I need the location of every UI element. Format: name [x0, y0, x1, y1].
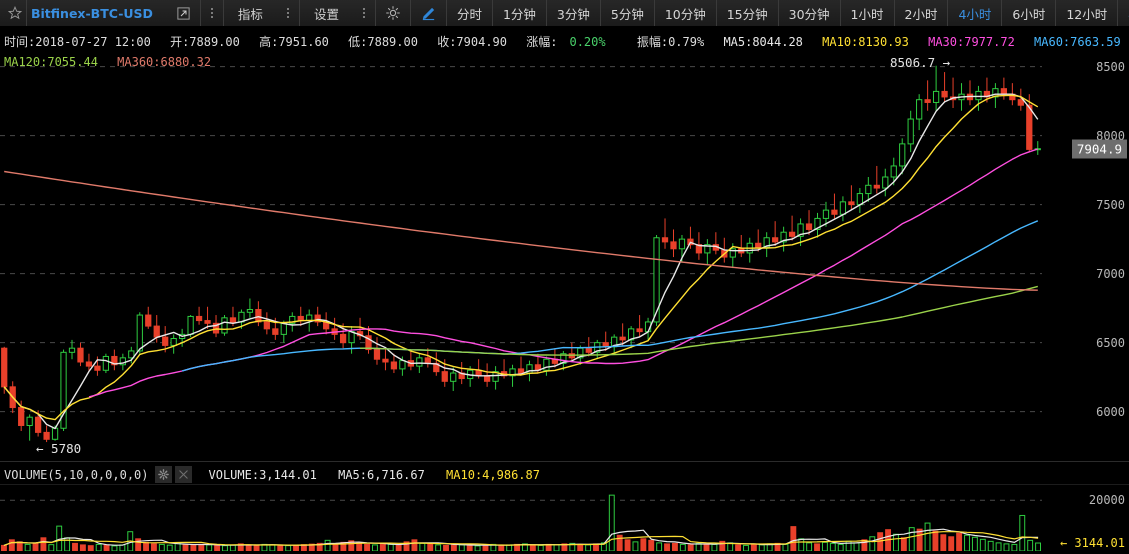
low-annotation: ← 5780 — [36, 441, 82, 456]
timeframe-8[interactable]: 2小时 — [895, 0, 949, 26]
brightness-button[interactable] — [376, 0, 411, 26]
toolbar: Bitfinex-BTC-USD 指标 设置 — [0, 0, 1129, 27]
price-tick-6500: 6500 — [1096, 335, 1125, 350]
expand-symbol-button[interactable] — [167, 0, 201, 26]
info-ma60: MA60:7663.59 — [1034, 35, 1121, 49]
timeframe-1[interactable]: 1分钟 — [493, 0, 547, 26]
info-ma120: MA120:7055.44 — [4, 55, 98, 69]
vertical-dots-icon — [362, 8, 366, 18]
volume-close-button[interactable] — [174, 466, 192, 483]
volume-value: VOLUME:3,144.01 — [208, 467, 317, 482]
volume-settings-button[interactable] — [154, 466, 172, 483]
info-ma10: MA10:8130.93 — [822, 35, 909, 49]
info-close: 收:7904.90 — [437, 35, 508, 49]
volume-chart[interactable] — [0, 485, 1042, 551]
volume-tick-20000: 20000 — [1088, 493, 1125, 508]
info-change-value: 0.20% — [569, 35, 606, 49]
volume-header: VOLUME(5,10,0,0,0,0) VOLUME:3,144.01 MA5… — [4, 466, 554, 483]
price-chart[interactable] — [0, 50, 1042, 460]
info-ma30: MA30:7977.72 — [928, 35, 1015, 49]
current-volume-tag: ← 3144.01 — [1059, 536, 1125, 550]
timeframe-5[interactable]: 15分钟 — [717, 0, 779, 26]
symbol-menu-button[interactable] — [201, 0, 224, 26]
timeframe-7[interactable]: 1小时 — [841, 0, 895, 26]
price-tick-8000: 8000 — [1096, 128, 1125, 143]
info-high: 高:7951.60 — [259, 35, 329, 49]
settings-button[interactable]: 设置 — [313, 6, 339, 22]
indicators-button[interactable]: 指标 — [237, 6, 263, 22]
info-change-label: 涨幅: — [526, 35, 558, 49]
price-tick-7000: 7000 — [1096, 266, 1125, 281]
timeframe-6[interactable]: 30分钟 — [779, 0, 841, 26]
pen-icon — [422, 7, 435, 20]
timeframe-dropdown[interactable]: 4小时 ▼ — [1118, 0, 1129, 26]
volume-ma5: MA5:6,716.67 — [338, 467, 425, 482]
timeframe-0[interactable]: 分时 — [447, 0, 493, 26]
external-link-icon — [177, 6, 190, 20]
price-tick-8500: 8500 — [1096, 59, 1125, 74]
volume-indicator-title: VOLUME(5,10,0,0,0,0) — [4, 467, 149, 482]
info-open: 开:7889.00 — [170, 35, 240, 49]
ohlc-info-row: 时间:2018-07-27 12:00 开:7889.00 高:7951.60 … — [4, 33, 1129, 50]
volume-divider — [0, 484, 1129, 485]
info-ma360: MA360:6880.32 — [117, 55, 212, 69]
favorite-star-button[interactable] — [0, 0, 27, 26]
vertical-dots-icon — [210, 8, 214, 18]
volume-axis: 20000 ← 3144.01 — [1042, 485, 1129, 551]
symbol-label[interactable]: Bitfinex-BTC-USD — [31, 5, 153, 21]
gear-icon — [157, 469, 169, 480]
price-tick-7500: 7500 — [1096, 197, 1125, 212]
info-low: 低:7889.00 — [348, 35, 418, 49]
timeframe-9[interactable]: 4小时 — [948, 0, 1003, 26]
timeframe-3[interactable]: 5分钟 — [601, 0, 655, 26]
timeframe-2[interactable]: 3分钟 — [547, 0, 601, 26]
timeframe-11[interactable]: 12小时 — [1056, 0, 1119, 26]
high-annotation: 8506.7 → — [890, 55, 951, 70]
volume-values: VOLUME:3,144.01 MA5:6,716.67 MA10:4,986.… — [209, 468, 554, 482]
info-ma5: MA5:8044.28 — [723, 35, 803, 49]
star-outline-icon — [8, 6, 22, 20]
timeframe-10[interactable]: 6小时 — [1002, 0, 1057, 26]
brightness-icon — [386, 6, 400, 20]
price-axis: 8500 8000 7500 7000 6500 6000 7904.9 — [1042, 50, 1129, 460]
close-icon — [178, 470, 188, 479]
vertical-dots-icon — [286, 8, 290, 18]
ma-info-row: MA120:7055.44 MA360:6880.32 — [4, 55, 223, 69]
timeframe-4[interactable]: 10分钟 — [655, 0, 717, 26]
info-change: 涨幅: 0.20% — [526, 35, 617, 49]
pane-divider — [0, 461, 1129, 462]
draw-tool-button[interactable] — [411, 0, 447, 26]
indicators-menu-button[interactable] — [277, 0, 300, 26]
current-price-tag: 7904.9 — [1071, 139, 1127, 159]
volume-ma10: MA10:4,986.87 — [446, 467, 540, 482]
settings-menu-button[interactable] — [353, 0, 376, 26]
info-amplitude: 振幅:0.79% — [636, 35, 705, 49]
info-time: 时间:2018-07-27 12:00 — [4, 35, 151, 49]
price-tick-6000: 6000 — [1096, 404, 1125, 419]
